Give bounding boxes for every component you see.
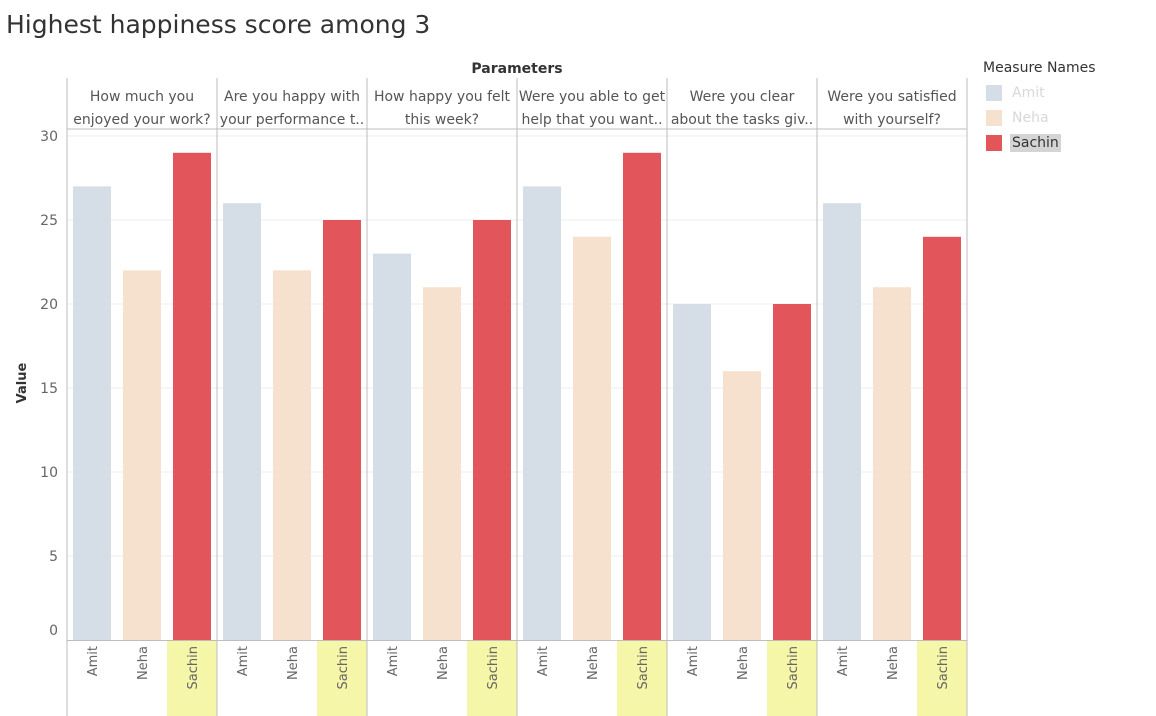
panel-header-label: Are you happy with [224,89,360,105]
legend-title: Measure Names [983,60,1096,76]
category-highlight [167,641,217,716]
x-tick-label: Sachin [636,646,651,689]
legend-item-amit[interactable]: Amit [983,80,1153,105]
bar [673,304,711,640]
legend-item-neha[interactable]: Neha [983,105,1153,130]
x-tick-label: Amit [386,646,401,676]
bar [873,287,911,640]
panel-header-label: help that you want.. [521,112,662,128]
x-tick-label: Neha [736,646,751,680]
legend-label-sachin: Sachin [1010,133,1061,152]
y-tick-label: 10 [40,465,58,481]
legend-label-amit: Amit [1012,84,1045,101]
bar [923,236,961,641]
y-tick-label: 15 [40,381,58,397]
y-axis-label: Value [15,362,30,403]
bar [773,304,811,640]
bar [123,270,161,640]
y-tick-label: 30 [40,129,58,145]
bar [473,220,511,640]
y-tick-label: 0 [49,623,58,639]
y-tick-label: 25 [40,213,58,229]
x-tick-label: Neha [586,646,601,680]
category-highlight [767,641,817,716]
panel-header-label: Were you able to get [519,89,666,105]
x-tick-label: Amit [686,646,701,676]
panel-header-label: Were you satisfied [827,89,956,105]
panel-header-label: your performance t.. [220,112,364,128]
bar [373,253,411,640]
y-tick-label: 5 [49,549,58,565]
x-tick-label: Sachin [186,646,201,689]
x-tick-label: Amit [536,646,551,676]
bar [623,152,661,641]
legend-swatch-amit [986,84,1002,101]
legend-swatch-sachin [986,134,1002,151]
bar [573,236,611,641]
x-tick-label: Neha [286,646,301,680]
y-tick-label: 20 [40,297,58,313]
bar [223,203,261,640]
bar [523,186,561,640]
legend-item-sachin[interactable]: Sachin [983,130,1153,155]
bar [173,152,211,641]
x-tick-label: Sachin [936,646,951,689]
chart-title: Highest happiness score among 3 [6,10,431,39]
panel-header-label: about the tasks giv.. [671,112,813,128]
panel-header-label: How much you [90,89,194,105]
bar [323,220,361,640]
x-tick-label: Neha [136,646,151,680]
bar [423,287,461,640]
x-tick-label: Sachin [486,646,501,689]
legend-swatch-neha [986,109,1002,126]
category-highlight [617,641,667,716]
panel-header-label: How happy you felt [374,89,511,105]
bar [273,270,311,640]
category-highlight [467,641,517,716]
x-tick-label: Amit [836,646,851,676]
category-highlight [317,641,367,716]
column-header: Parameters [471,61,562,77]
x-tick-label: Sachin [336,646,351,689]
panel-header-label: Were you clear [690,89,795,105]
x-tick-label: Neha [436,646,451,680]
bar [723,371,761,640]
legend-label-neha: Neha [1012,109,1049,126]
category-highlight [917,641,967,716]
panel-header-label: this week? [405,112,479,128]
bar [823,203,861,640]
x-tick-label: Sachin [786,646,801,689]
panel-header-label: with yourself? [843,112,941,128]
x-tick-label: Neha [886,646,901,680]
bar [73,186,111,640]
legend: Measure Names Amit Neha Sachin [983,60,1153,155]
x-tick-label: Amit [86,646,101,676]
x-tick-label: Amit [236,646,251,676]
panel-header-label: enjoyed your work? [73,112,210,128]
